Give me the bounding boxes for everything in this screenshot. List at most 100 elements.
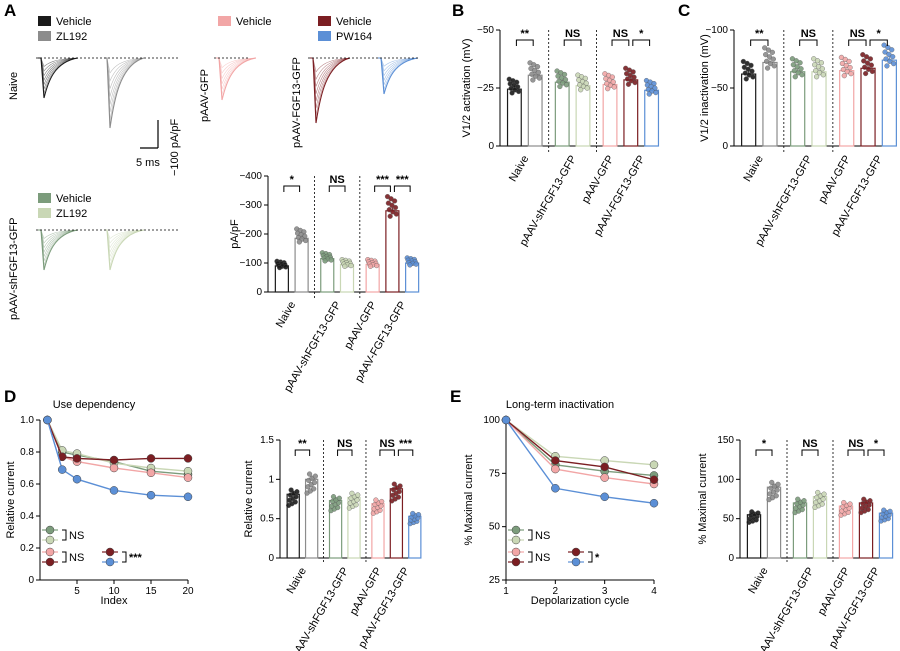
sig-label: NS [380,438,395,450]
data-point [792,74,798,80]
current-trace [216,57,257,90]
data-point [847,501,853,507]
data-point [841,73,847,79]
data-point [288,487,294,493]
legend-gfp-vehicle: Vehicle [236,16,271,28]
data-point [582,75,588,81]
row-label-naive: Naive [8,72,20,100]
legend-bracket [62,529,67,541]
data-point [584,85,590,91]
data-point [885,44,891,51]
sig-bracket [869,39,888,46]
x-tick-label: 3 [602,586,608,597]
traces-gfp-vehicle [216,57,257,101]
x-tick-label: 15 [145,586,157,597]
data-point [891,61,897,67]
y-tick-label: 0 [268,553,274,564]
data-point [882,49,888,55]
legend-marker [45,547,55,557]
data-point [72,474,82,484]
group-label: Naive [507,154,531,184]
y-axis-label: pA/pF [229,219,241,249]
y-tick-label: 75 [489,468,501,479]
group-label: Naive [746,566,770,596]
sig-bracket [374,185,391,192]
sig-label: *** [376,174,390,186]
current-trace [104,57,145,97]
current-trace [104,57,145,82]
current-trace [104,57,145,105]
data-point [743,76,749,82]
y-tick-label: −300 [239,200,262,211]
y-tick-label: 0 [728,553,734,564]
data-point [109,486,119,495]
bar [339,263,355,293]
legend-naive-zl192: ZL192 [56,31,87,43]
y-tick-label: −100 [239,258,262,269]
sig-bracket [801,449,819,456]
legend-marker [511,535,521,545]
legend-marker [511,557,521,567]
data-point [764,58,770,64]
current-trace [310,57,351,87]
y-tick-label: −50 [477,25,494,36]
data-point [846,58,852,65]
data-point [562,77,569,83]
row-label-gfp: pAAV-GFP [199,69,211,122]
data-point [72,454,82,463]
bar [554,81,570,147]
data-point [600,462,609,472]
x-tick-label: 2 [553,586,559,597]
data-point [861,496,867,502]
scale-time-label: 5 ms [136,157,160,169]
sig-bracket [755,449,773,456]
current-trace [310,57,351,116]
data-point [848,71,854,77]
traces-fgf-vehicle [310,57,351,124]
bar [839,69,855,147]
y-tick-label: 50 [723,514,735,525]
chart-b-activation: 0 −25 −50 V1/2 activation (mV) ** NS NS * Naivep… [461,25,660,248]
data-point [847,64,853,71]
sig-bracket [847,449,865,456]
sig-bracket [515,39,534,46]
legend-sig: NS [69,530,84,542]
legend-bracket [122,551,127,563]
y-tick-label: −50 [711,83,728,94]
data-point [841,499,847,506]
y-tick-label: 0.5 [260,514,274,525]
data-point [881,507,887,513]
legend-swatch-naive-vehicle [38,16,51,26]
data-point [770,56,776,62]
legend-naive-vehicle: Vehicle [56,16,91,28]
sig-bracket [294,449,311,456]
data-point [391,481,397,487]
data-point [530,77,536,83]
data-point [413,261,419,267]
y-axis-label: % Maximal current [697,453,709,544]
traces-naive-zl192 [104,57,145,129]
data-point [57,465,67,474]
data-point [330,494,337,500]
sig-bracket [563,39,582,46]
data-point [887,508,893,514]
legend-marker [511,525,521,535]
sig-label: * [639,28,644,40]
data-point [109,463,119,473]
current-trace [104,57,145,129]
x-axis-label: Depolarization cycle [531,595,629,607]
sig-label: NS [848,438,863,450]
y-axis-label: Relative current [243,460,255,537]
data-point [630,69,636,75]
bar [741,73,757,147]
data-point [563,82,570,88]
data-point [863,70,869,77]
y-tick-label: −100 [705,25,728,36]
current-trace [38,57,79,68]
data-point [367,263,374,269]
data-point [312,473,318,479]
data-point [311,479,318,486]
data-point [397,483,403,489]
